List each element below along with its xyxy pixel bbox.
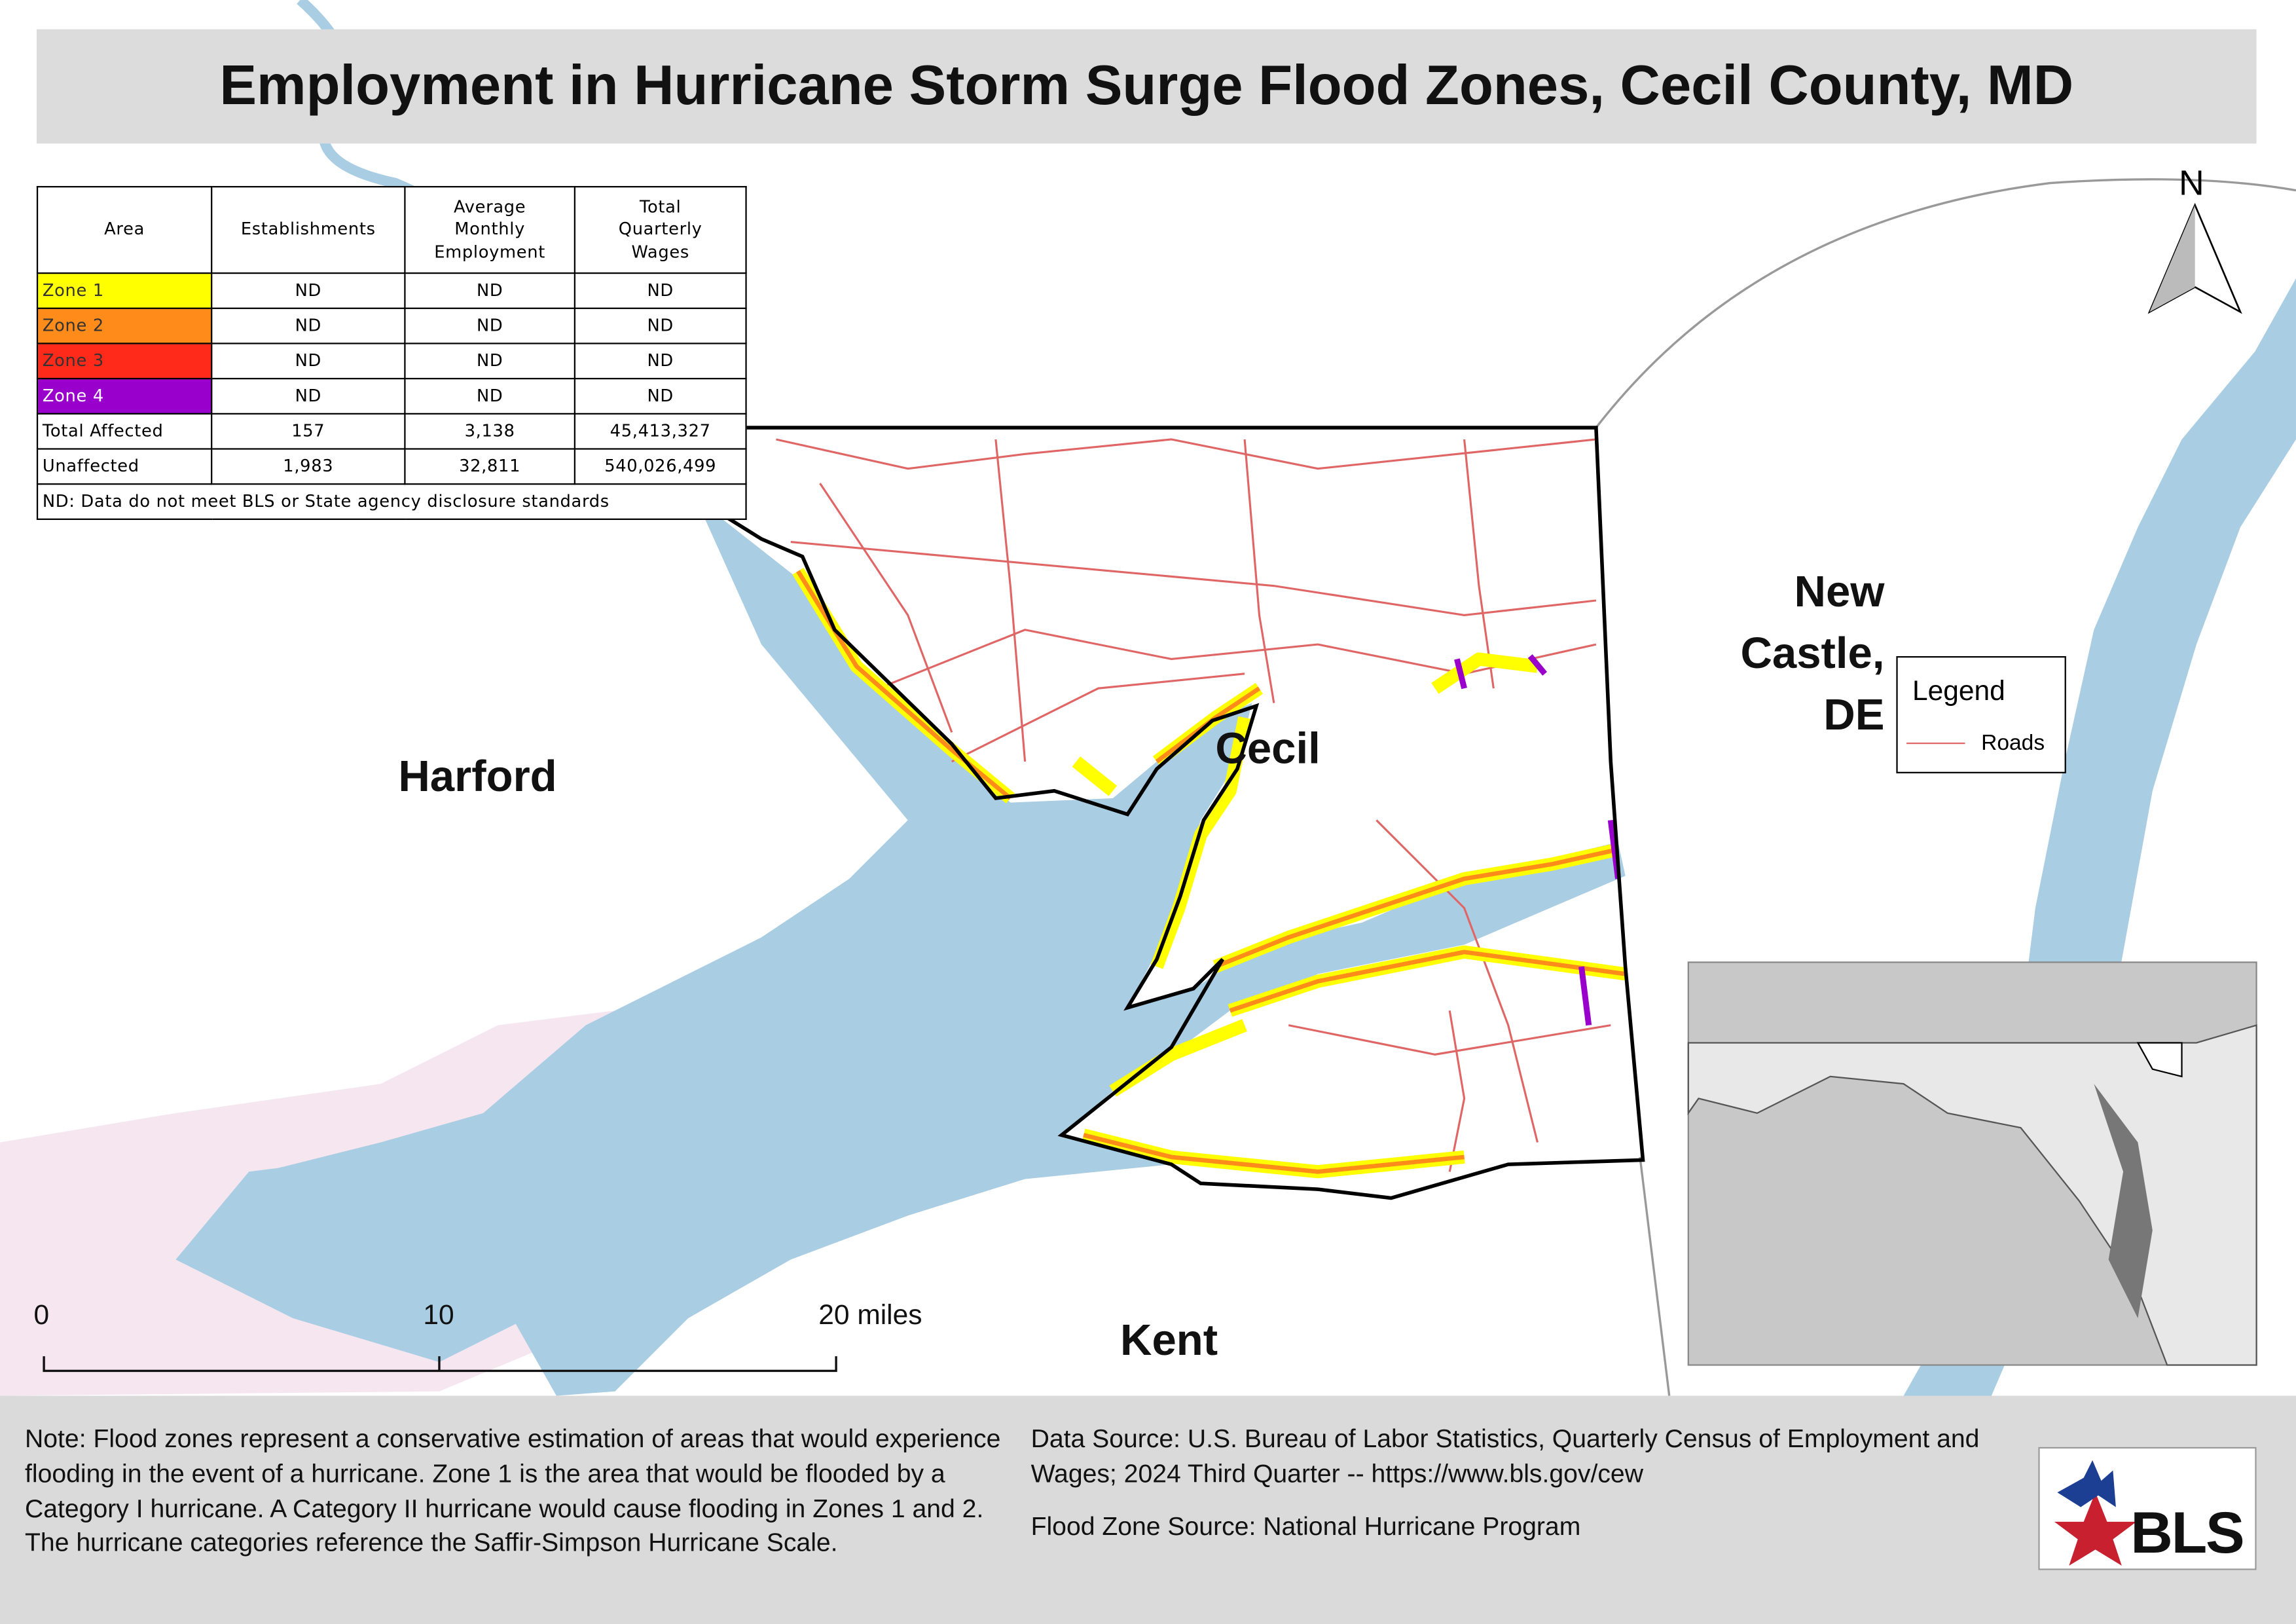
- road: [951, 673, 1245, 763]
- table-cell: ND: [211, 307, 406, 344]
- row-label: Zone 2: [36, 307, 213, 344]
- logo: BLS: [2038, 1447, 2257, 1570]
- row-label: Zone 3: [36, 342, 213, 380]
- road: [1376, 819, 1539, 1143]
- table-cell: ND: [404, 272, 575, 309]
- road: [790, 540, 1597, 616]
- county-outline: [694, 426, 1645, 1200]
- scale-label: 0: [33, 1301, 50, 1332]
- state-line: [1639, 1156, 1671, 1396]
- county-label: Harford: [398, 752, 557, 802]
- road: [1288, 1024, 1611, 1056]
- road: [819, 483, 953, 733]
- table-row: Zone 4 ND ND ND: [36, 378, 747, 415]
- state-line: [1595, 178, 2296, 429]
- header-cell: Average Monthly Employment: [404, 186, 575, 274]
- header-cell: Area: [36, 186, 213, 274]
- table-cell: ND: [404, 378, 575, 415]
- water: [263, 498, 1626, 1396]
- road: [878, 629, 1597, 690]
- footer-band: [0, 1395, 2296, 1624]
- table-cell: ND: [211, 272, 406, 309]
- table-cell: 32,811: [404, 448, 575, 485]
- footnote-row: ND: Data do not meet BLS or State agency…: [36, 483, 747, 520]
- footnote: ND: Data do not meet BLS or State agency…: [36, 483, 747, 520]
- road: [1448, 1010, 1466, 1172]
- table-row: Total Affected 157 3,138 45,413,327: [36, 413, 747, 450]
- legend: Legend Roads: [1896, 655, 2066, 773]
- header-cell: Total Quarterly Wages: [574, 186, 747, 274]
- table-cell: ND: [404, 307, 575, 344]
- table-cell: ND: [404, 342, 575, 380]
- header-row: Area Establishments Average Monthly Employ…: [36, 186, 747, 274]
- road: [776, 438, 1597, 470]
- table-cell: ND: [574, 307, 747, 344]
- sources: Data Source: U.S. Bureau of Labor Statis…: [1031, 1422, 2013, 1545]
- note: Note: Flood zones represent a conservati…: [25, 1423, 1001, 1558]
- county-label: Cecil: [1215, 725, 1321, 773]
- logo-text: BLS: [2130, 1501, 2244, 1566]
- row-label: Total Affected: [36, 413, 213, 450]
- county-label: Kent: [1120, 1316, 1218, 1365]
- north-label: N: [2179, 164, 2204, 204]
- legend-item: Roads: [1981, 731, 2045, 756]
- table-row: Zone 3 ND ND ND: [36, 342, 747, 380]
- legend-swatch: [1906, 742, 1965, 745]
- logo-star: [2054, 1492, 2137, 1566]
- flood-zones: [792, 567, 1626, 1179]
- title: Employment in Hurricane Storm Surge Floo…: [36, 29, 2257, 144]
- inset-bay: [2094, 1084, 2153, 1318]
- row-label: Zone 4: [36, 378, 213, 415]
- county-label: New Castle, DE: [1740, 568, 1885, 740]
- flood-zone-source: Flood Zone Source: National Hurricane Pr…: [1030, 1511, 1581, 1540]
- road: [1243, 439, 1275, 703]
- table-row: Unaffected 1,983 32,811 540,026,499: [36, 448, 747, 485]
- header-cell: Establishments: [211, 186, 406, 274]
- table-cell: 1,983: [211, 448, 406, 485]
- row-label: Unaffected: [36, 448, 213, 485]
- row-label: Zone 1: [36, 272, 213, 309]
- zone-2: [796, 570, 1626, 1174]
- data-source: Data Source: U.S. Bureau of Labor Statis…: [1030, 1423, 1980, 1488]
- scale-label: 10: [423, 1301, 454, 1332]
- table-cell: 3,138: [404, 413, 575, 450]
- table-cell: ND: [574, 378, 747, 415]
- roads: [776, 438, 1611, 1172]
- table-row: Zone 2 ND ND ND: [36, 307, 747, 344]
- table-cell: 45,413,327: [574, 413, 747, 450]
- scale-bar: [43, 1356, 837, 1373]
- table-cell: 540,026,499: [574, 448, 747, 485]
- road: [994, 439, 1027, 762]
- table-cell: 157: [211, 413, 406, 450]
- scale-label: 20 miles: [818, 1301, 922, 1332]
- data-table: Area Establishments Average Monthly Employ…: [36, 186, 747, 520]
- table-cell: ND: [211, 342, 406, 380]
- legend-title: Legend: [1912, 676, 2005, 708]
- water: [1903, 278, 2296, 1396]
- logo-mark-top: [2057, 1460, 2116, 1507]
- zone-4: [1454, 654, 1621, 1026]
- inset-cecil: [2136, 1042, 2183, 1078]
- table-cell: ND: [574, 342, 747, 380]
- inset-maryland: [1687, 1024, 2257, 1366]
- table-row: Zone 1 ND ND ND: [36, 272, 747, 309]
- table-cell: ND: [574, 272, 747, 309]
- water: [175, 1156, 528, 1363]
- logo-mark: [2054, 1460, 2137, 1566]
- table-cell: ND: [211, 378, 406, 415]
